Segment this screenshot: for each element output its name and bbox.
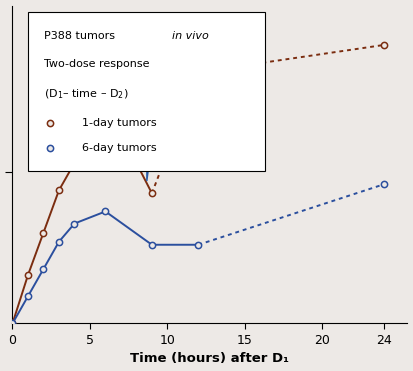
Text: in vivo: in vivo xyxy=(173,31,209,41)
Bar xyxy=(28,12,265,171)
FancyArrow shape xyxy=(124,97,149,181)
X-axis label: Time (hours) after D₁: Time (hours) after D₁ xyxy=(131,352,290,365)
Text: (D$_1$– time – D$_2$): (D$_1$– time – D$_2$) xyxy=(44,87,128,101)
Text: Two-dose response: Two-dose response xyxy=(44,59,150,69)
Text: 6-day tumors: 6-day tumors xyxy=(82,144,156,154)
Text: P388 tumors: P388 tumors xyxy=(44,31,119,41)
Text: 1-day tumors: 1-day tumors xyxy=(82,118,156,128)
